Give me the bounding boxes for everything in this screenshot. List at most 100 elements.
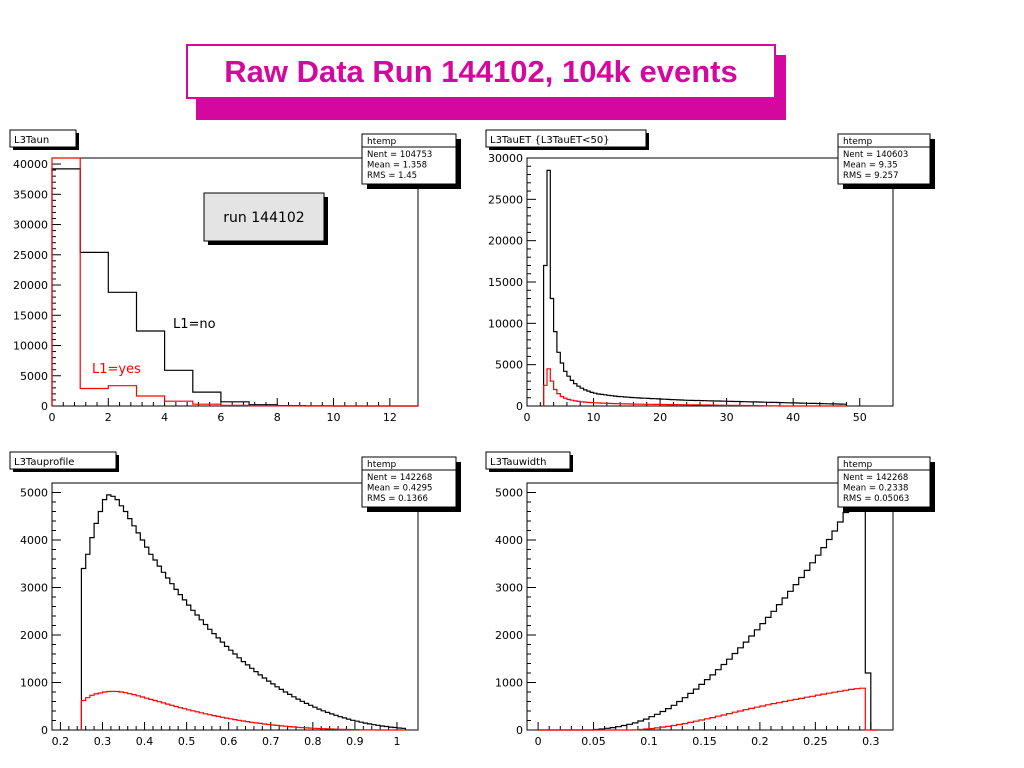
x-tick-label: 0.25: [803, 735, 828, 748]
x-tick-label: 30: [720, 411, 734, 424]
stats-row: Nent = 140603: [843, 150, 908, 160]
y-tick-label: 15000: [13, 309, 48, 322]
x-tick-label: 2: [105, 411, 112, 424]
x-tick-label: 12: [383, 411, 397, 424]
x-tick-label: 0: [535, 735, 542, 748]
y-tick-label: 0: [41, 724, 48, 737]
chart-panel-4: L3Tauwidth 0 0.05 0.1 0.15 0.2 0.25 0.3 0 1000 200…: [485, 451, 935, 748]
x-tick-label: 4: [161, 411, 168, 424]
series-l1-yes: [543, 368, 847, 407]
x-tick-label: 0.6: [220, 735, 238, 748]
y-tick-label: 10000: [13, 340, 48, 353]
x-tick-label: 0.2: [52, 735, 70, 748]
hist-tag-box: [9, 129, 77, 148]
stats-box: [361, 456, 457, 508]
series-label-l1-yes: L1=yes: [92, 362, 141, 377]
chart-panel-2: L3TauET {L3TauET<50} 0 10 20 30 40 50 0 5000 1000…: [485, 129, 935, 424]
x-tick-label: 1: [393, 735, 400, 748]
y-tick-label: 35000: [13, 188, 48, 201]
x-tick-label: 40: [786, 411, 800, 424]
hist-name: L3Tauprofile: [14, 457, 74, 468]
x-tick-label: 0.7: [262, 735, 280, 748]
stats-row: RMS = 9.257: [843, 171, 899, 181]
y-tick-label: 40000: [13, 158, 48, 171]
run-label-box: [203, 192, 325, 242]
y-tick-label: 3000: [20, 582, 48, 595]
series-l1-yes: [538, 687, 877, 731]
y-tick-label: 4000: [20, 534, 48, 547]
x-tick-label: 0.3: [94, 735, 112, 748]
y-tick-label: 0: [516, 724, 523, 737]
stats-box: [361, 133, 457, 185]
x-tick-label: 6: [217, 411, 224, 424]
page-title: Raw Data Run 144102, 104k events: [224, 54, 738, 89]
stats-box: [837, 456, 931, 508]
y-tick-label: 5000: [20, 487, 48, 500]
stats-row: Nent = 142268: [367, 473, 432, 483]
series-l1-no: [538, 487, 877, 731]
y-tick-label: 2000: [495, 629, 523, 642]
plot-frame: [526, 482, 894, 731]
plot-frame: [51, 482, 419, 731]
hist-tag-box: [485, 451, 571, 470]
x-tick-label: 0.1: [640, 735, 658, 748]
x-tick-label: 0: [524, 411, 531, 424]
y-tick-label: 5000: [20, 370, 48, 383]
y-tick-label: 15000: [488, 276, 523, 289]
series-l1-no: [543, 169, 847, 406]
y-tick-label: 5000: [495, 359, 523, 372]
x-tick-label: 0.4: [136, 735, 154, 748]
plot-frame: [526, 157, 894, 407]
y-tick-label: 2000: [20, 629, 48, 642]
series-l1-yes: [80, 690, 406, 731]
x-tick-label: 0.2: [751, 735, 769, 748]
y-tick-label: 20000: [13, 279, 48, 292]
x-tick-label: 0.9: [346, 735, 364, 748]
hist-name: L3Taun: [14, 135, 49, 146]
y-tick-label: 0: [516, 400, 523, 413]
x-tick-label: 0.3: [862, 735, 880, 748]
x-tick-label: 20: [653, 411, 667, 424]
y-tick-label: 0: [41, 400, 48, 413]
stats-row: RMS = 0.1366: [367, 494, 428, 504]
stats-row: Mean = 1.358: [367, 161, 427, 171]
x-tick-label: 0.15: [692, 735, 717, 748]
chart-panel-3: L3Tauprofile 0.2 0.3 0.4 0.5 0.6 0.7 0.8 0.9 1 0 10…: [9, 451, 461, 748]
stats-row: RMS = 1.45: [367, 171, 417, 181]
series-l1-yes: [51, 157, 418, 407]
hist-tag-box: [9, 451, 117, 470]
x-tick-label: 0: [49, 411, 56, 424]
stats-title: htemp: [367, 460, 397, 470]
x-tick-label: 10: [587, 411, 601, 424]
stats-title: htemp: [367, 137, 397, 147]
stats-row: Mean = 0.2338: [843, 484, 908, 494]
hist-name: L3Tauwidth: [490, 457, 546, 468]
stats-title: htemp: [843, 460, 873, 470]
y-tick-label: 3000: [495, 582, 523, 595]
stats-row: RMS = 0.05063: [843, 494, 909, 504]
series-label-l1-no: L1=no: [173, 317, 216, 332]
x-tick-label: 50: [853, 411, 867, 424]
stats-box: [837, 133, 931, 185]
title-box: Raw Data Run 144102, 104k events: [186, 44, 776, 99]
y-tick-label: 20000: [488, 235, 523, 248]
stats-title: htemp: [843, 137, 873, 147]
x-tick-label: 0.5: [178, 735, 196, 748]
y-tick-label: 25000: [13, 249, 48, 262]
y-tick-label: 4000: [495, 534, 523, 547]
y-tick-label: 25000: [488, 193, 523, 206]
x-tick-label: 8: [274, 411, 281, 424]
stats-row: Mean = 0.4295: [367, 484, 432, 494]
y-tick-label: 10000: [488, 317, 523, 330]
chart-panel-1: L3Taun 0 2 4 6 8 10 12 0 5000 10000 15000 20000 25000…: [9, 129, 461, 424]
x-tick-label: 10: [327, 411, 341, 424]
hist-tag-box: [485, 129, 647, 148]
x-tick-label: 0.8: [304, 735, 322, 748]
y-tick-label: 30000: [13, 219, 48, 232]
hist-name: L3TauET {L3TauET<50}: [490, 135, 610, 146]
series-l1-no: [80, 494, 406, 730]
run-label: run 144102: [223, 210, 304, 226]
stats-row: Nent = 104753: [367, 150, 432, 160]
stats-row: Mean = 9.35: [843, 161, 898, 171]
